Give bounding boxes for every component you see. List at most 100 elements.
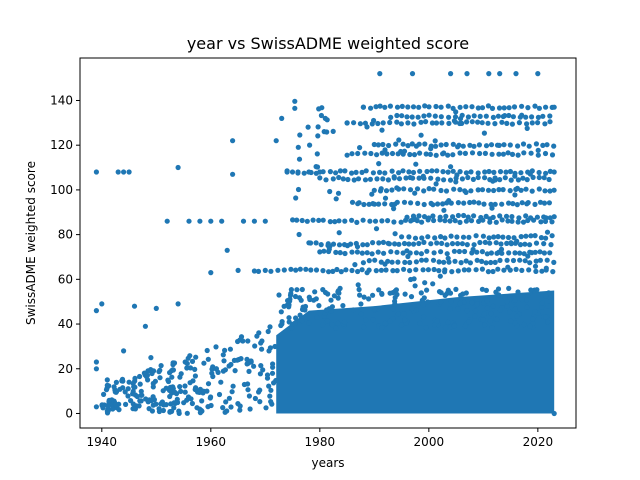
data-point bbox=[182, 359, 188, 365]
data-point bbox=[545, 319, 551, 325]
data-point bbox=[251, 363, 257, 369]
data-point bbox=[423, 151, 429, 157]
data-point bbox=[547, 215, 553, 221]
data-point bbox=[190, 378, 196, 384]
data-point bbox=[145, 377, 151, 383]
data-point bbox=[235, 267, 241, 273]
data-point bbox=[418, 132, 424, 138]
data-point bbox=[431, 250, 437, 256]
data-point bbox=[446, 120, 452, 126]
data-point bbox=[226, 363, 232, 369]
data-point bbox=[451, 118, 457, 124]
data-point bbox=[471, 143, 477, 149]
data-point bbox=[541, 175, 547, 181]
data-point bbox=[528, 233, 534, 239]
data-point bbox=[509, 214, 515, 220]
data-point bbox=[511, 104, 518, 110]
data-point bbox=[421, 188, 427, 194]
data-point bbox=[404, 114, 410, 120]
data-point bbox=[174, 396, 180, 402]
data-point bbox=[504, 299, 510, 305]
y-axis-label: SwissADME weighted score bbox=[24, 161, 38, 325]
data-point bbox=[440, 201, 446, 207]
data-point bbox=[453, 109, 459, 115]
data-point bbox=[532, 233, 538, 239]
data-point bbox=[457, 104, 463, 110]
data-point bbox=[251, 218, 257, 224]
data-point bbox=[391, 174, 397, 180]
data-point bbox=[504, 257, 510, 263]
data-point bbox=[245, 338, 251, 344]
data-point bbox=[438, 299, 444, 305]
data-point bbox=[132, 375, 138, 381]
data-point bbox=[320, 268, 326, 274]
data-point bbox=[426, 215, 432, 221]
data-point bbox=[329, 321, 335, 328]
x-axis-label: years bbox=[311, 456, 344, 470]
data-point bbox=[382, 320, 388, 326]
data-point bbox=[539, 304, 545, 310]
data-point bbox=[423, 257, 429, 263]
data-point bbox=[479, 105, 486, 111]
data-point bbox=[308, 267, 314, 273]
data-point bbox=[247, 406, 253, 412]
data-point bbox=[336, 174, 342, 181]
data-point bbox=[201, 388, 207, 394]
data-point bbox=[450, 152, 456, 158]
data-point bbox=[505, 264, 511, 270]
data-point bbox=[488, 250, 494, 256]
data-point bbox=[372, 218, 379, 224]
data-point bbox=[415, 200, 421, 206]
data-point bbox=[501, 105, 507, 111]
data-point bbox=[324, 318, 331, 324]
data-point bbox=[341, 319, 348, 325]
data-point bbox=[537, 249, 543, 255]
data-point bbox=[299, 286, 305, 293]
data-point bbox=[457, 187, 463, 193]
data-point bbox=[333, 249, 339, 255]
data-point bbox=[434, 240, 440, 246]
data-point bbox=[510, 201, 516, 207]
data-point bbox=[447, 324, 453, 330]
data-point bbox=[515, 177, 522, 183]
data-point bbox=[543, 104, 549, 110]
data-point bbox=[208, 394, 214, 400]
data-point bbox=[549, 152, 556, 158]
data-point bbox=[401, 266, 407, 272]
data-point bbox=[441, 177, 447, 183]
data-point bbox=[255, 268, 262, 274]
data-point bbox=[390, 268, 396, 274]
data-point bbox=[336, 218, 342, 224]
data-point bbox=[153, 401, 159, 407]
data-point bbox=[142, 323, 148, 329]
data-point bbox=[193, 385, 199, 391]
data-point bbox=[481, 130, 487, 136]
data-point bbox=[463, 189, 469, 195]
data-point bbox=[463, 218, 469, 224]
data-point bbox=[536, 174, 542, 181]
data-point bbox=[113, 389, 119, 395]
data-point bbox=[268, 387, 274, 393]
data-point bbox=[385, 177, 391, 183]
data-point bbox=[171, 405, 177, 411]
data-point bbox=[449, 269, 455, 275]
data-point bbox=[493, 219, 499, 225]
data-point bbox=[498, 241, 504, 247]
data-point bbox=[138, 388, 144, 394]
data-point bbox=[262, 218, 268, 224]
data-point bbox=[321, 248, 327, 254]
data-point bbox=[420, 314, 427, 320]
data-point bbox=[403, 175, 409, 181]
data-point bbox=[248, 358, 254, 364]
data-point bbox=[490, 268, 496, 275]
data-point bbox=[297, 312, 303, 318]
data-point bbox=[479, 258, 485, 264]
data-point bbox=[399, 113, 405, 119]
data-point bbox=[514, 238, 520, 244]
data-point bbox=[354, 244, 361, 250]
data-point bbox=[93, 169, 99, 175]
data-point bbox=[468, 218, 475, 224]
data-point bbox=[515, 143, 521, 149]
data-point bbox=[362, 177, 369, 183]
data-point bbox=[525, 253, 531, 259]
